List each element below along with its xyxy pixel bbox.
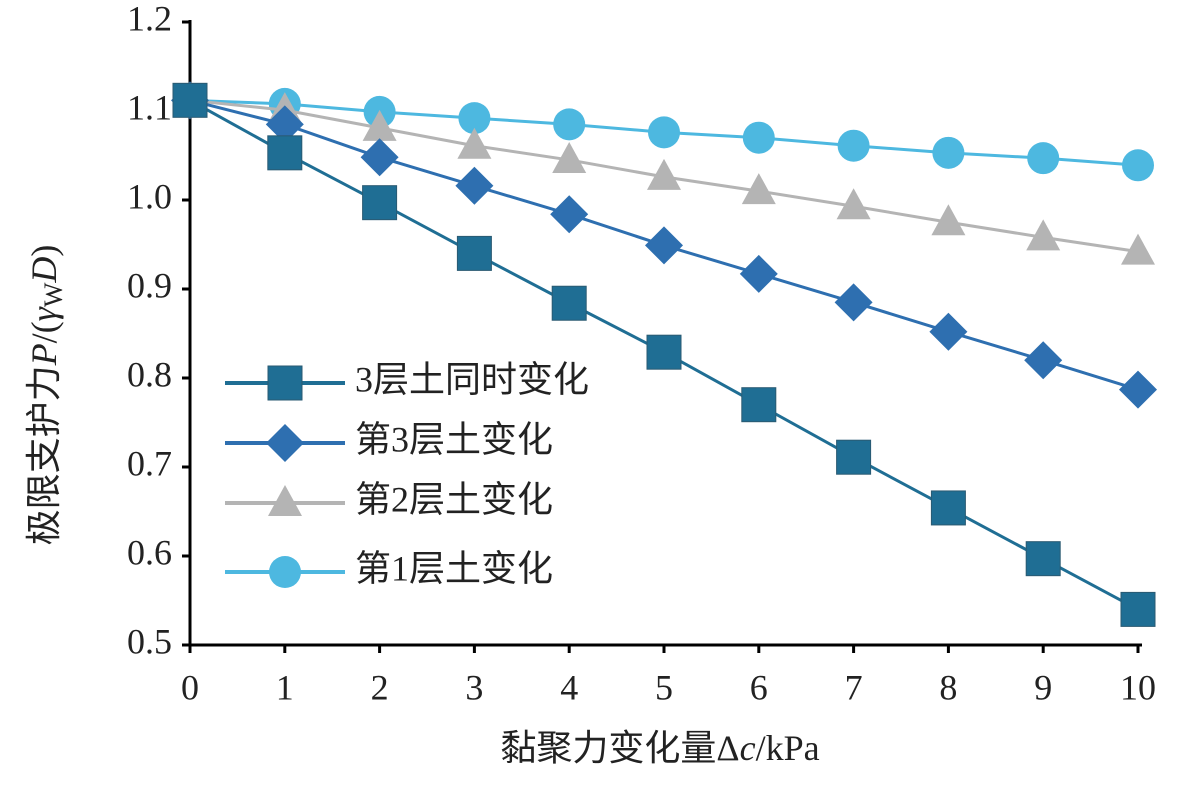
marker	[360, 138, 399, 177]
x-label-part: /kPa	[756, 728, 820, 768]
y-tick-label: 0.8	[127, 354, 172, 394]
y-tick-label: 1.1	[127, 87, 172, 127]
y-tick-label: 0.7	[127, 443, 172, 483]
y-label-part: )	[24, 245, 64, 257]
x-tick-label: 9	[1034, 667, 1052, 707]
y-label-part: 极限支护力	[24, 365, 64, 545]
marker	[646, 334, 682, 370]
y-label-part: W	[39, 282, 68, 307]
y-tick-label: 1.0	[127, 176, 172, 216]
marker	[834, 283, 873, 322]
x-tick-label: 3	[465, 667, 483, 707]
x-tick-label: 1	[276, 667, 294, 707]
marker	[645, 226, 683, 265]
legend-label: 第2层土变化	[355, 479, 553, 519]
x-label-part: 黏聚力变化量Δ	[500, 728, 739, 768]
marker	[362, 185, 398, 221]
marker	[1121, 233, 1155, 265]
marker	[739, 254, 778, 293]
legend-marker	[269, 556, 301, 588]
x-tick-label: 10	[1120, 667, 1156, 707]
marker	[741, 387, 777, 423]
marker	[932, 136, 965, 169]
marker	[552, 141, 587, 173]
marker	[837, 129, 870, 162]
legend-marker	[266, 424, 304, 462]
x-axis-label: 黏聚力变化量Δc/kPa	[500, 728, 819, 768]
marker	[741, 173, 776, 205]
marker	[742, 121, 775, 154]
marker	[551, 285, 587, 321]
legend-label: 第1层土变化	[355, 548, 553, 588]
x-tick-label: 6	[750, 667, 768, 707]
y-tick-label: 1.2	[127, 0, 172, 38]
marker	[265, 105, 304, 144]
marker	[931, 204, 966, 236]
y-label-part: D	[24, 257, 64, 284]
y-tick-label: 0.6	[127, 532, 172, 572]
marker	[1119, 370, 1157, 409]
marker	[172, 82, 208, 118]
x-tick-label: 0	[181, 667, 199, 707]
marker	[457, 127, 492, 159]
marker	[553, 108, 586, 141]
y-tick-label: 0.5	[127, 621, 172, 661]
marker	[550, 195, 589, 234]
marker	[836, 439, 872, 475]
marker	[836, 188, 871, 220]
y-label-part: P	[24, 343, 64, 366]
x-label-part: c	[740, 728, 756, 768]
y-axis-label: 极限支护力P/(γWD)	[24, 245, 68, 546]
marker	[458, 102, 491, 135]
y-label-part: γ	[24, 306, 64, 321]
marker	[362, 109, 397, 141]
legend-marker	[267, 365, 303, 401]
marker	[455, 166, 494, 205]
marker	[1025, 541, 1061, 577]
marker	[1024, 341, 1063, 380]
y-label-part: /(	[24, 321, 64, 343]
marker	[1026, 219, 1061, 251]
marker	[647, 158, 681, 190]
marker	[1027, 142, 1060, 175]
y-tick-label: 0.9	[127, 265, 172, 305]
marker	[1120, 591, 1156, 627]
x-tick-label: 4	[560, 667, 578, 707]
marker	[456, 235, 492, 271]
marker	[267, 135, 303, 171]
legend-marker	[268, 485, 302, 516]
marker	[930, 490, 966, 526]
x-tick-label: 8	[939, 667, 957, 707]
marker	[1122, 149, 1154, 182]
x-tick-label: 7	[845, 667, 863, 707]
marker	[929, 312, 968, 351]
legend-label: 第3层土变化	[355, 419, 553, 459]
x-tick-label: 5	[655, 667, 673, 707]
x-tick-label: 2	[371, 667, 389, 707]
marker	[648, 116, 680, 149]
legend-label: 3层土同时变化	[355, 359, 589, 399]
